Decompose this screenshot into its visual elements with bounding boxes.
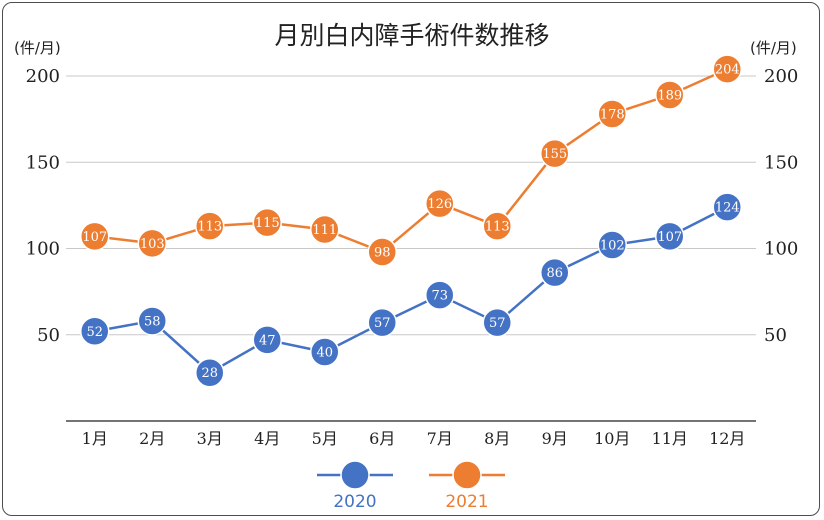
data-point-2021 bbox=[597, 99, 627, 129]
gridlines bbox=[66, 75, 756, 336]
data-label-2020: 102 bbox=[600, 239, 625, 254]
data-point-2020 bbox=[195, 357, 225, 388]
data-label-2020: 107 bbox=[657, 230, 682, 245]
data-label-2021: 103 bbox=[140, 237, 165, 252]
legend-marker-2020 bbox=[340, 460, 370, 490]
data-point-2020 bbox=[482, 307, 512, 338]
data-point-2021 bbox=[655, 80, 685, 110]
data-label-2021: 113 bbox=[197, 220, 222, 235]
x-tick-label: 7月 bbox=[427, 429, 453, 448]
x-tick-label: 3月 bbox=[197, 429, 223, 448]
data-label-2020: 86 bbox=[546, 266, 563, 281]
x-tick-label: 8月 bbox=[484, 429, 510, 448]
data-point-2020 bbox=[425, 280, 455, 310]
data-point-2020 bbox=[712, 192, 742, 222]
data-label-2021: 107 bbox=[82, 230, 107, 245]
y-tick-right-50: 50 bbox=[764, 325, 787, 346]
data-point-2020 bbox=[655, 221, 685, 252]
legend-label-2020: 2020 bbox=[333, 492, 376, 512]
data-label-2021: 113 bbox=[485, 220, 510, 235]
data-point-2021 bbox=[310, 214, 340, 245]
data-label-2021: 189 bbox=[657, 88, 682, 103]
x-tick-label: 10月 bbox=[594, 429, 630, 448]
data-label-2021: 178 bbox=[600, 107, 625, 122]
y-tick-right-200: 200 bbox=[764, 66, 798, 87]
data-label-2021: 126 bbox=[427, 197, 452, 212]
data-label-2021: 115 bbox=[255, 216, 280, 231]
legend: 2020 2021 bbox=[317, 460, 505, 512]
x-tick-label: 2月 bbox=[139, 429, 165, 448]
x-tick-label: 1月 bbox=[82, 429, 108, 448]
data-label-2020: 40 bbox=[316, 346, 333, 361]
y-unit-right: (件/月) bbox=[750, 39, 797, 57]
data-label-2020: 57 bbox=[489, 316, 506, 331]
data-point-2021 bbox=[425, 188, 455, 219]
series-line-2021 bbox=[94, 67, 728, 254]
data-point-2020 bbox=[367, 307, 397, 338]
data-point-2020 bbox=[597, 230, 627, 260]
data-label-2020: 47 bbox=[259, 333, 276, 348]
data-point-2020 bbox=[252, 325, 282, 355]
x-tick-label: 4月 bbox=[254, 429, 280, 448]
data-label-2020: 52 bbox=[86, 325, 103, 340]
y-axis-right: 50 100 150 200 bbox=[764, 66, 798, 346]
series-group: 52 58 28 47 40 57 73 57 86 102 107 124 107 103 113 115 1… bbox=[80, 54, 742, 388]
data-point-2021 bbox=[252, 207, 282, 238]
data-label-2021: 204 bbox=[715, 63, 740, 78]
data-point-2021 bbox=[195, 211, 225, 241]
data-point-2020 bbox=[137, 306, 167, 336]
data-point-2020 bbox=[540, 257, 570, 288]
y-axis-left: 50 100 150 200 bbox=[26, 66, 60, 346]
x-tick-label: 6月 bbox=[369, 429, 395, 448]
data-point-2020 bbox=[310, 337, 340, 367]
data-label-2020: 57 bbox=[374, 316, 391, 331]
data-point-2021 bbox=[137, 228, 167, 259]
y-tick-left-50: 50 bbox=[37, 325, 60, 346]
legend-marker-2021 bbox=[452, 460, 482, 490]
y-tick-right-150: 150 bbox=[764, 152, 798, 173]
data-label-2021: 155 bbox=[542, 147, 567, 162]
data-point-2021 bbox=[80, 221, 110, 252]
data-label-2021: 111 bbox=[312, 223, 337, 238]
data-point-2021 bbox=[712, 54, 742, 84]
data-label-2020: 124 bbox=[715, 201, 740, 216]
data-label-2020: 28 bbox=[201, 366, 218, 381]
data-point-2021 bbox=[540, 138, 570, 169]
y-tick-left-200: 200 bbox=[26, 66, 60, 87]
y-unit-left: (件/月) bbox=[14, 39, 61, 57]
data-label-2021: 98 bbox=[374, 245, 391, 260]
chart-title: 月別白内障手術件数推移 bbox=[274, 21, 549, 50]
x-axis: 1月 2月 3月 4月 5月 6月 7月 8月 9月 10月 11月 12月 bbox=[66, 420, 756, 448]
data-point-2021 bbox=[367, 237, 397, 267]
y-tick-left-150: 150 bbox=[26, 152, 60, 173]
data-point-2020 bbox=[80, 316, 110, 347]
x-tick-label: 12月 bbox=[709, 429, 745, 448]
x-tick-label: 9月 bbox=[542, 429, 568, 448]
x-tick-label: 5月 bbox=[312, 429, 338, 448]
data-label-2020: 58 bbox=[144, 314, 161, 329]
data-label-2020: 73 bbox=[431, 289, 448, 304]
y-tick-left-100: 100 bbox=[26, 239, 60, 260]
y-tick-right-100: 100 bbox=[764, 239, 798, 260]
data-point-2021 bbox=[482, 211, 512, 241]
x-tick-label: 11月 bbox=[652, 429, 688, 448]
legend-label-2021: 2021 bbox=[445, 492, 488, 512]
